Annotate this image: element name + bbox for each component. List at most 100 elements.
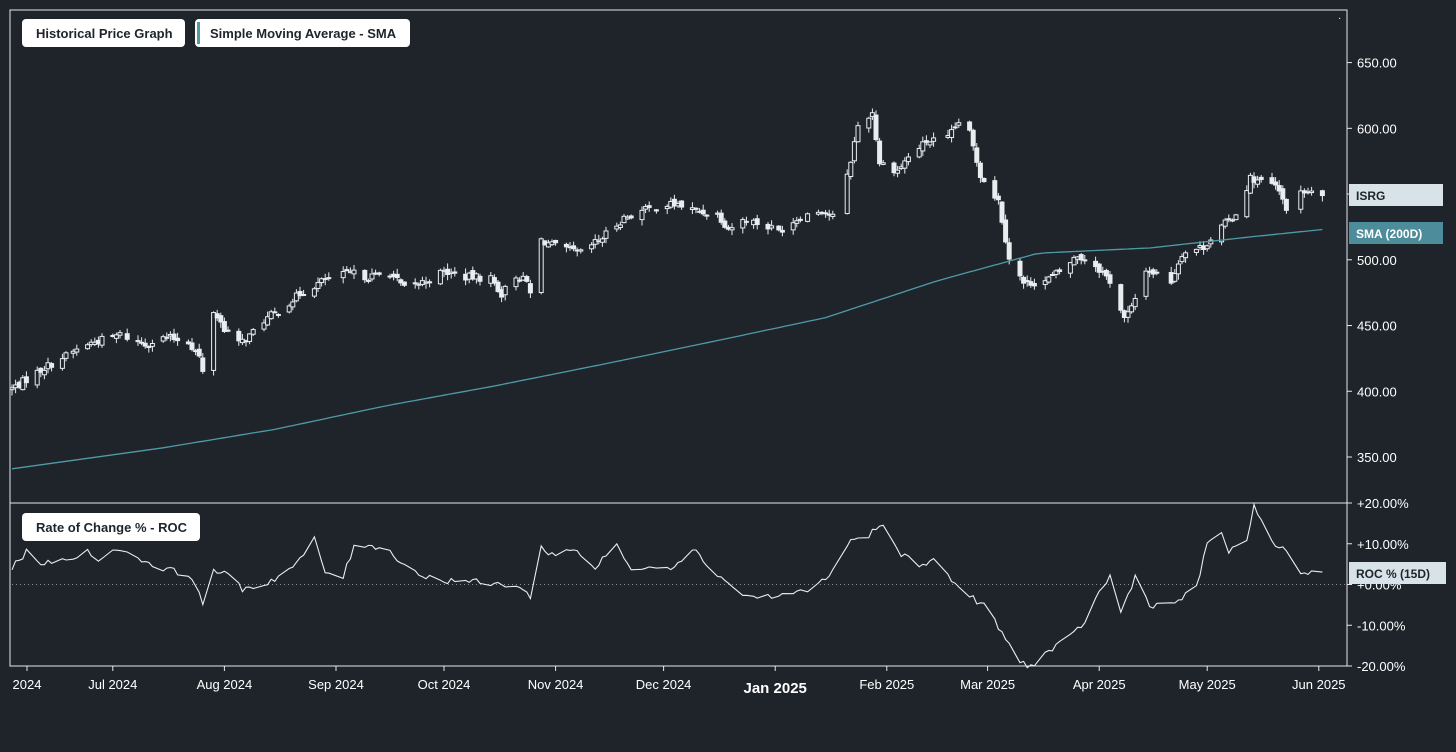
price-candle bbox=[477, 273, 483, 286]
price-candle-body bbox=[931, 137, 937, 142]
price-candle-body bbox=[1183, 252, 1189, 259]
price-candle bbox=[700, 204, 706, 217]
price-candle-body bbox=[718, 212, 724, 223]
price-candle bbox=[365, 278, 371, 284]
price-candle bbox=[992, 176, 998, 201]
price-candle-body bbox=[20, 377, 26, 391]
price-candle-body bbox=[268, 311, 274, 320]
price-candle-body bbox=[679, 200, 685, 208]
price-candle-body bbox=[1017, 260, 1023, 277]
price-candle-body bbox=[340, 271, 346, 279]
price-candle-body bbox=[113, 334, 119, 339]
price-candle-body bbox=[992, 180, 998, 199]
price-candle bbox=[563, 242, 569, 253]
price-candle bbox=[1046, 275, 1052, 284]
price-candle bbox=[646, 201, 652, 212]
price-candle-body bbox=[999, 201, 1005, 223]
price-candle bbox=[113, 332, 119, 344]
price-candle-body bbox=[297, 290, 303, 297]
price-candle bbox=[1024, 275, 1030, 287]
price-candle bbox=[1031, 278, 1037, 290]
price-candle-body bbox=[315, 282, 321, 289]
price-candle bbox=[704, 214, 710, 220]
price-candle-body bbox=[1179, 256, 1185, 263]
roc-y-tick-label: -20.00% bbox=[1357, 659, 1406, 674]
price-candle-body bbox=[427, 281, 433, 284]
price-candle-body bbox=[1204, 245, 1210, 250]
price-candle bbox=[452, 267, 458, 277]
price-candle-body bbox=[398, 279, 404, 284]
price-candle-body bbox=[1053, 270, 1059, 276]
price-candle bbox=[578, 248, 584, 254]
price-candle bbox=[1226, 214, 1232, 223]
price-candle-body bbox=[722, 220, 728, 228]
legend-sma[interactable]: Simple Moving Average - SMA bbox=[195, 19, 410, 47]
price-candle-body bbox=[1226, 218, 1232, 221]
price-candle bbox=[1132, 293, 1138, 311]
price-candle bbox=[1125, 305, 1131, 323]
price-candle bbox=[617, 221, 623, 231]
price-candle bbox=[970, 128, 976, 151]
price-y-tick-label: 650.00 bbox=[1357, 56, 1397, 71]
x-tick-label: Jan 2025 bbox=[744, 680, 807, 697]
x-tick-label: May 2025 bbox=[1179, 677, 1236, 692]
price-candle-body bbox=[977, 162, 983, 178]
price-candle bbox=[275, 313, 281, 318]
price-candle bbox=[866, 116, 872, 133]
price-candle-body bbox=[956, 122, 962, 126]
price-candle-body bbox=[1219, 224, 1225, 243]
price-candle bbox=[1233, 213, 1239, 221]
price-candle-body bbox=[797, 218, 803, 221]
price-candle-body bbox=[995, 195, 1001, 201]
price-candle bbox=[20, 375, 26, 391]
price-candle-body bbox=[265, 316, 271, 326]
price-candle-body bbox=[401, 281, 407, 286]
price-candle-body bbox=[830, 213, 836, 217]
price-candle-body bbox=[326, 277, 332, 280]
price-candle bbox=[895, 165, 901, 178]
price-candle-body bbox=[135, 340, 141, 343]
price-candle-body bbox=[275, 313, 281, 316]
price-candle bbox=[956, 118, 962, 128]
price-candle-body bbox=[1244, 190, 1250, 218]
price-candle bbox=[1244, 185, 1250, 219]
price-candle-body bbox=[175, 337, 181, 342]
roc-y-tick-label: -10.00% bbox=[1357, 618, 1406, 633]
price-candle-body bbox=[513, 277, 519, 288]
price-candle bbox=[653, 208, 659, 214]
price-candle-body bbox=[1280, 188, 1286, 200]
price-candles-group bbox=[9, 108, 1325, 396]
price-candle-body bbox=[704, 214, 710, 217]
price-candle bbox=[344, 266, 350, 272]
price-candle bbox=[1273, 177, 1279, 190]
price-candle bbox=[949, 124, 955, 143]
price-candle bbox=[1183, 250, 1189, 263]
price-candle bbox=[34, 366, 40, 389]
price-candle-body bbox=[920, 141, 926, 152]
price-candle bbox=[920, 136, 926, 157]
price-candle bbox=[149, 339, 155, 352]
price-candle bbox=[513, 275, 519, 291]
price-candle-body bbox=[160, 336, 166, 342]
price-candle bbox=[679, 200, 685, 210]
price-candle bbox=[315, 277, 321, 292]
price-candle-body bbox=[293, 292, 299, 302]
price-candle bbox=[340, 266, 346, 284]
price-candle bbox=[571, 241, 577, 252]
price-candle-body bbox=[1298, 190, 1304, 210]
price-candle-body bbox=[1082, 259, 1088, 262]
price-candle-body bbox=[502, 285, 508, 296]
price-candle bbox=[211, 311, 217, 376]
legend-roc[interactable]: Rate of Change % - ROC bbox=[22, 513, 200, 541]
price-candle-body bbox=[1031, 282, 1037, 287]
price-candle-body bbox=[1319, 190, 1325, 197]
price-candle bbox=[794, 216, 800, 228]
price-candle-body bbox=[949, 129, 955, 138]
price-candle-body bbox=[653, 209, 659, 212]
price-candle bbox=[603, 226, 609, 244]
roc-badge-bg bbox=[1349, 562, 1446, 584]
price-candle-body bbox=[437, 269, 443, 285]
legend-price-graph[interactable]: Historical Price Graph bbox=[22, 19, 185, 47]
price-candle-body bbox=[779, 229, 785, 233]
sma-badge-label: SMA (200D) bbox=[1356, 227, 1422, 241]
